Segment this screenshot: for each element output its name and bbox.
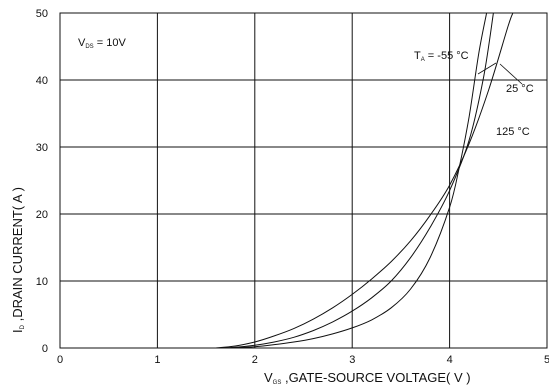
plot-frame: [59, 12, 548, 349]
curves: [215, 12, 514, 349]
x-axis-label: VGS ,GATE-SOURCE VOLTAGE( V ): [264, 370, 471, 386]
y-tick-label: 20: [36, 209, 48, 221]
leader-line-25: [499, 63, 523, 85]
y-axis-label: ID ,DRAIN CURRENT( A ): [10, 187, 26, 333]
x-tick-label: 3: [349, 354, 355, 366]
grid: [60, 13, 547, 348]
vds-condition-label: VDS = 10V: [78, 37, 126, 50]
y-tick-label: 10: [36, 276, 48, 288]
x-tick-label: 5: [544, 354, 549, 366]
series-label-minus55: TA = -55 °C: [414, 50, 469, 63]
y-tick-label: 0: [42, 343, 48, 355]
y-tick-label: 40: [36, 75, 48, 87]
series-line-2: [215, 12, 514, 349]
x-tick-label: 4: [447, 354, 453, 366]
series-label-25: 25 °C: [506, 83, 534, 95]
x-tick-label: 2: [252, 354, 258, 366]
series-line-0: [225, 12, 488, 349]
series-label-125: 125 °C: [496, 126, 530, 138]
y-tick-label: 30: [36, 142, 48, 154]
x-tick-label: 0: [57, 354, 63, 366]
x-tick-labels: 0 1 2 3 4 5: [57, 354, 549, 366]
y-tick-labels: 0 10 20 30 40 50: [36, 8, 48, 355]
x-tick-label: 1: [154, 354, 160, 366]
leader-line-minus55: [477, 62, 497, 75]
y-tick-label: 50: [36, 8, 48, 20]
